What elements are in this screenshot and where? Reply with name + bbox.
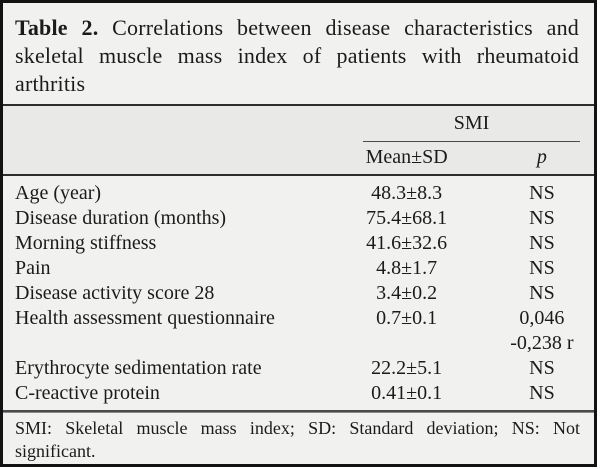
row-p-value: NS <box>476 356 580 381</box>
row-mean-sd-value: 22.2±5.1 <box>371 357 443 379</box>
table-title-text: Correlations between disease characteris… <box>15 15 579 96</box>
row-mean-sd-value: 0.7±0.1 <box>376 307 438 329</box>
header-group-smi: SMI <box>363 106 580 142</box>
row-label: Pain <box>15 257 51 279</box>
row-p-value: NS <box>476 281 580 306</box>
row-label: Age (year) <box>15 182 102 204</box>
row-p-value: NS <box>476 206 580 231</box>
table-footnote: SMI: Skeletal muscle mass index; SD: Sta… <box>15 418 580 461</box>
table-body: Age (year) 48.3±8.3 NS Disease duration … <box>3 176 594 406</box>
row-p-value: NS <box>476 181 580 206</box>
row-mean-sd-value: 75.4±68.1 <box>366 207 448 229</box>
row-p-line1: NS <box>529 207 555 229</box>
row-p-line1: 0,046 <box>519 307 565 329</box>
table-row: Morning stiffness 41.6±32.6 NS <box>15 231 580 256</box>
row-p-line2: -0,238 r <box>510 332 574 354</box>
table-row: Erythrocyte sedimentation rate 22.2±5.1 … <box>15 356 580 381</box>
table-number-label: Table 2. <box>15 15 99 40</box>
row-p-line1: NS <box>529 282 555 304</box>
table-row: Disease activity score 28 3.4±0.2 NS <box>15 281 580 306</box>
row-p-value: NS <box>476 231 580 256</box>
row-p-line1: NS <box>529 382 555 404</box>
table-row: Pain 4.8±1.7 NS <box>15 256 580 281</box>
table-title: Table 2. Correlations between disease ch… <box>3 3 594 98</box>
header-spacer <box>15 106 341 142</box>
row-mean-sd-value: 41.6±32.6 <box>366 232 448 254</box>
row-p-line1: NS <box>529 182 555 204</box>
row-p-value: 0,046 -0,238 r <box>476 306 580 356</box>
row-p-line1: NS <box>529 232 555 254</box>
row-mean-sd-value: 4.8±1.7 <box>376 257 438 279</box>
header-col-mean-sd: Mean±SD <box>365 146 448 168</box>
footnote-rule <box>3 410 594 413</box>
header-spacer-2 <box>15 142 337 174</box>
row-label: Erythrocyte sedimentation rate <box>15 357 262 379</box>
row-label: Health assessment questionnaire <box>15 307 275 329</box>
row-label: C-reactive protein <box>15 382 160 404</box>
row-label: Disease duration (months) <box>15 207 227 229</box>
row-label: Disease activity score 28 <box>15 282 215 304</box>
header-group-row: SMI <box>15 106 580 142</box>
row-p-value: NS <box>476 256 580 281</box>
row-mean-sd-value: 3.4±0.2 <box>376 282 438 304</box>
table-row: Age (year) 48.3±8.3 NS <box>15 181 580 206</box>
row-label: Morning stiffness <box>15 232 157 254</box>
table-header: SMI Mean±SD p <box>3 104 594 176</box>
header-columns-row: Mean±SD p <box>15 142 580 174</box>
header-col-p: p <box>536 146 547 168</box>
row-p-line1: NS <box>529 257 555 279</box>
row-mean-sd-value: 48.3±8.3 <box>371 182 443 204</box>
row-p-line1: NS <box>529 357 555 379</box>
table-row: Disease duration (months) 75.4±68.1 NS <box>15 206 580 231</box>
row-mean-sd-value: 0.41±0.1 <box>371 382 443 404</box>
row-p-value: NS <box>476 381 580 406</box>
table-row: C-reactive protein 0.41±0.1 NS <box>15 381 580 406</box>
table-row: Health assessment questionnaire 0.7±0.1 … <box>15 306 580 356</box>
